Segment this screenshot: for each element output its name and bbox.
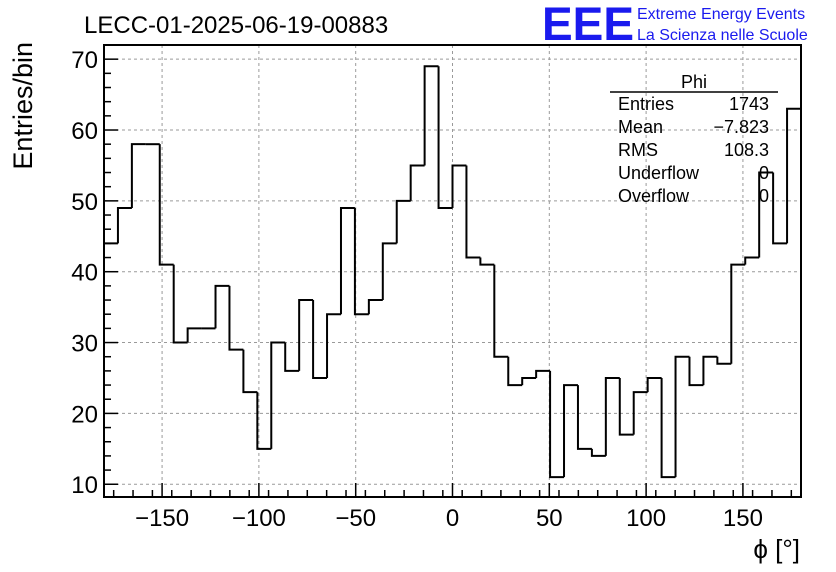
- histogram-bin-36: [604, 376, 620, 456]
- stats-row-value-overflow: 0: [759, 186, 769, 206]
- eee-logo-line2: La Scienza nelle Scuole: [637, 27, 808, 44]
- stats-box-title: Phi: [681, 72, 707, 92]
- histogram-bin-24: [437, 66, 453, 209]
- histogram-bin-10: [242, 349, 258, 394]
- eee-logo-mark: EEE: [542, 0, 634, 50]
- histogram-bin-5: [172, 264, 188, 344]
- histogram-bin-23: [423, 65, 439, 166]
- histogram-bin-13: [284, 342, 300, 372]
- y-axis-label: Entries/bin: [8, 42, 38, 170]
- eee-logo-line1: Extreme Energy Events: [637, 6, 805, 23]
- stats-row-label-mean: Mean: [618, 117, 663, 137]
- stats-row-label-overflow: Overflow: [618, 186, 690, 206]
- histogram-bin-38: [632, 391, 648, 435]
- histogram-bin-42: [688, 356, 704, 387]
- eee-logo: EEE Extreme Energy Events La Scienza nel…: [542, 0, 808, 50]
- histogram-bin-46: [744, 256, 760, 265]
- histogram-bin-34: [576, 385, 592, 450]
- histogram-bin-14: [298, 299, 314, 371]
- histogram-bin-49: [786, 107, 801, 244]
- histogram-bin-37: [618, 377, 634, 436]
- x-tick-label-2: −50: [335, 505, 376, 532]
- histogram-bin-11: [256, 392, 272, 450]
- histogram-bin-18: [353, 207, 369, 316]
- stats-row-value-entries: 1743: [729, 94, 769, 114]
- histogram-bin-20: [381, 242, 397, 301]
- histogram-bin-39: [646, 376, 662, 393]
- y-tick-label-3: 40: [71, 260, 98, 287]
- y-tick-label-4: 50: [71, 189, 98, 216]
- stats-row-label-entries: Entries: [618, 94, 674, 114]
- histogram-bin-40: [660, 377, 676, 479]
- stats-box-rows: Entries 1743 Mean −7.823 RMS 108.3 Underflow 0 O…: [618, 94, 769, 206]
- y-tick-label-0: 10: [71, 472, 98, 499]
- x-tick-label-6: 150: [723, 505, 763, 532]
- x-tick-label-5: 100: [626, 505, 666, 532]
- histogram-bin-47: [758, 171, 774, 258]
- x-tick-label-0: −150: [135, 505, 189, 532]
- histogram-series: [104, 65, 801, 479]
- y-tick-label-1: 20: [71, 401, 98, 428]
- histogram-bin-25: [451, 164, 467, 208]
- histogram-bin-16: [326, 313, 341, 378]
- histogram-bin-29: [507, 356, 523, 387]
- histogram-bin-44: [716, 356, 732, 365]
- stats-row-value-underflow: 0: [759, 163, 769, 183]
- chart-title: LECC-01-2025-06-19-00883: [84, 12, 388, 39]
- stats-box: Phi Entries 1743 Mean −7.823 RMS 108.3 Underfl…: [610, 72, 778, 206]
- histogram-bin-6: [186, 327, 202, 343]
- histogram-bin-26: [465, 165, 481, 259]
- histogram-bin-22: [409, 164, 425, 201]
- histogram-bin-48: [772, 172, 788, 245]
- histogram-bin-4: [158, 144, 174, 266]
- histogram-bin-2: [130, 143, 146, 208]
- histogram-bin-27: [479, 257, 495, 266]
- y-tick-label-6: 70: [71, 47, 98, 74]
- tick-labels: −150 −100 −50 0 50 100 150 10 20 30 40 50 60 70: [71, 47, 763, 532]
- stats-row-label-underflow: Underflow: [618, 163, 700, 183]
- histogram-bin-12: [270, 341, 286, 449]
- histogram-bin-32: [549, 370, 565, 479]
- histogram-bin-41: [674, 355, 690, 478]
- histogram-bin-35: [590, 448, 606, 457]
- histogram-bin-8: [214, 284, 230, 329]
- histogram-bin-43: [702, 355, 718, 386]
- stats-row-value-rms: 108.3: [724, 140, 769, 160]
- stats-row-value-mean: −7.823: [713, 117, 769, 137]
- stats-row-label-rms: RMS: [618, 140, 658, 160]
- y-tick-label-2: 30: [71, 331, 98, 358]
- histogram-bin-31: [535, 369, 551, 378]
- histogram-bin-19: [367, 299, 383, 315]
- x-tick-label-3: 0: [446, 505, 459, 532]
- x-tick-label-1: −100: [232, 505, 286, 532]
- histogram-bin-9: [228, 285, 244, 351]
- histogram-bin-30: [521, 376, 537, 386]
- histogram-bin-33: [563, 384, 578, 478]
- y-tick-label-5: 60: [71, 118, 98, 145]
- histogram-bin-17: [339, 206, 355, 315]
- axis-ticks: [104, 44, 793, 497]
- histogram-bin-15: [312, 300, 328, 379]
- histogram-bin-45: [730, 263, 746, 364]
- histogram-bin-21: [395, 199, 411, 244]
- histogram-bin-1: [116, 206, 132, 244]
- x-axis-label: ϕ [°]: [753, 534, 800, 564]
- x-tick-label-4: 50: [536, 505, 563, 532]
- histogram-bin-28: [493, 264, 509, 358]
